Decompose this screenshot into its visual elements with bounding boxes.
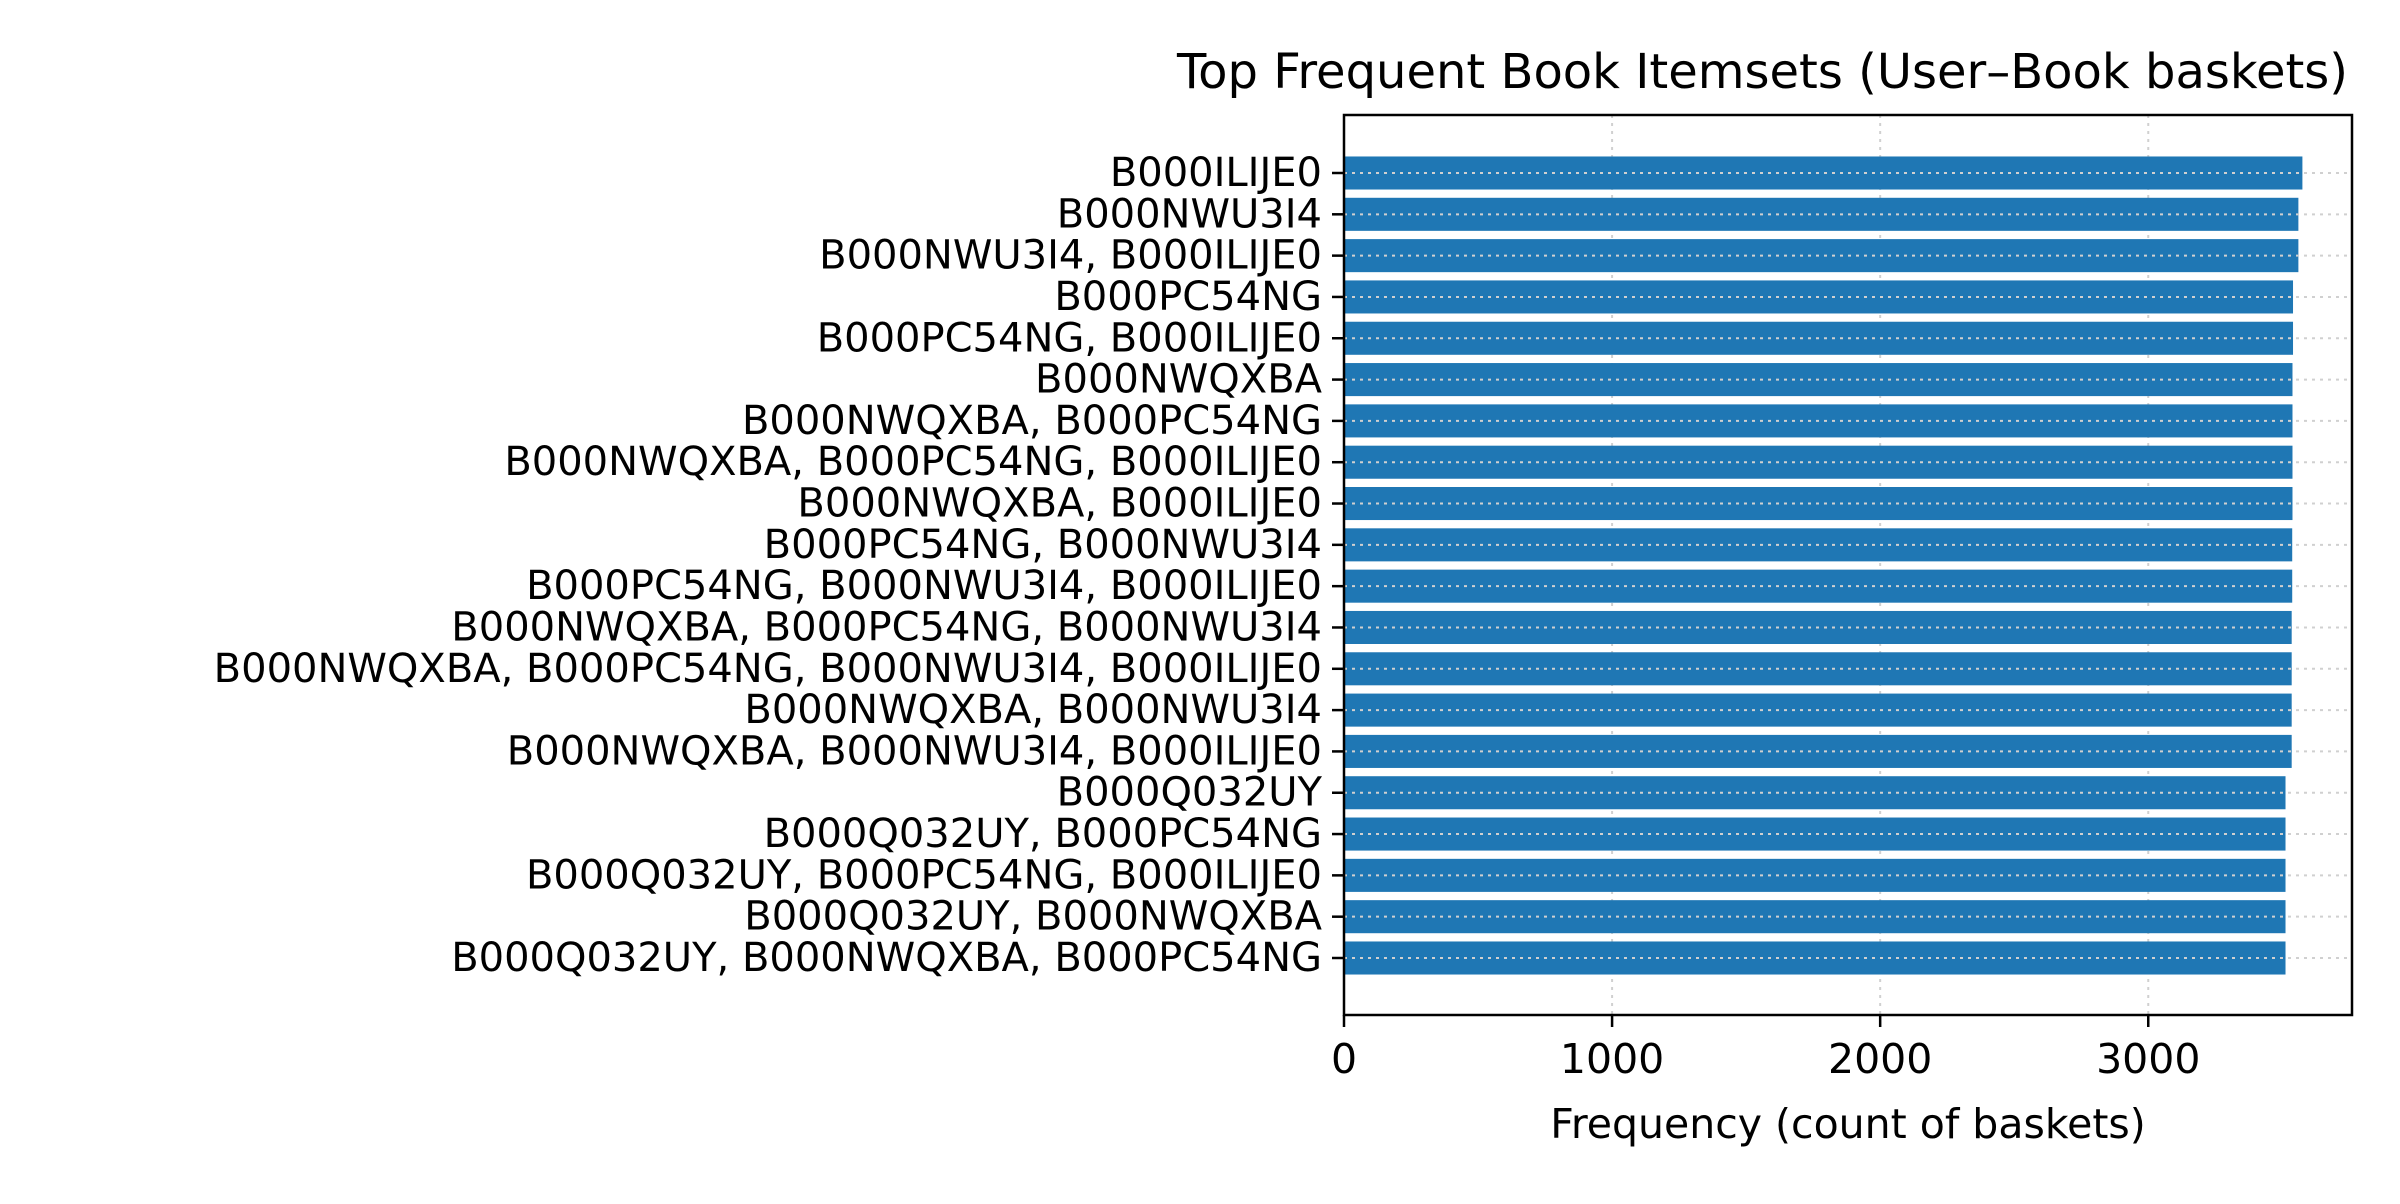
plot-frame bbox=[1342, 113, 2354, 1017]
category-label: B000NWU3I4, B000ILIJE0 bbox=[819, 233, 1322, 279]
category-label: B000NWQXBA, B000NWU3I4 bbox=[744, 687, 1322, 733]
category-label: B000PC54NG, B000ILIJE0 bbox=[817, 315, 1322, 361]
category-label: B000NWQXBA bbox=[1035, 357, 1323, 403]
x-tick-label: 2000 bbox=[1828, 1035, 1932, 1083]
x-tick-label: 0 bbox=[1331, 1035, 1357, 1083]
bar bbox=[1344, 156, 2303, 190]
bar bbox=[1344, 239, 2299, 273]
category-label: B000NWU3I4 bbox=[1057, 191, 1322, 237]
category-label: B000NWQXBA, B000PC54NG, B000NWU3I4 bbox=[451, 604, 1322, 650]
x-tick-label: 3000 bbox=[2096, 1035, 2200, 1083]
bars bbox=[1344, 156, 2352, 975]
category-label: B000Q032UY, B000NWQXBA bbox=[744, 894, 1322, 940]
x-tick-label: 1000 bbox=[1560, 1035, 1664, 1083]
category-label: B000PC54NG, B000NWU3I4 bbox=[764, 522, 1322, 568]
category-label: B000Q032UY, B000NWQXBA, B000PC54NG bbox=[451, 935, 1322, 981]
category-label: B000NWQXBA, B000PC54NG bbox=[742, 398, 1322, 444]
category-label: B000Q032UY, B000PC54NG bbox=[764, 811, 1322, 857]
category-label: B000Q032UY, B000PC54NG, B000ILIJE0 bbox=[526, 852, 1322, 898]
category-label: B000PC54NG, B000NWU3I4, B000ILIJE0 bbox=[526, 563, 1322, 609]
category-label: B000NWQXBA, B000ILIJE0 bbox=[797, 481, 1322, 527]
category-label: B000NWQXBA, B000PC54NG, B000ILIJE0 bbox=[504, 439, 1322, 485]
bar bbox=[1344, 197, 2299, 231]
x-axis-label: Frequency (count of baskets) bbox=[1550, 1100, 2146, 1148]
chart-title: Top Frequent Book Itemsets (User–Book ba… bbox=[1176, 44, 2348, 100]
x-axis-ticks: 0 1000 2000 3000 bbox=[1331, 1015, 2200, 1083]
category-label: B000PC54NG bbox=[1054, 274, 1322, 320]
category-label: B000ILIJE0 bbox=[1110, 150, 1322, 196]
category-label: B000NWQXBA, B000PC54NG, B000NWU3I4, B000… bbox=[214, 646, 1322, 692]
category-label: B000NWQXBA, B000NWU3I4, B000ILIJE0 bbox=[507, 728, 1322, 774]
category-label: B000Q032UY bbox=[1057, 770, 1323, 816]
